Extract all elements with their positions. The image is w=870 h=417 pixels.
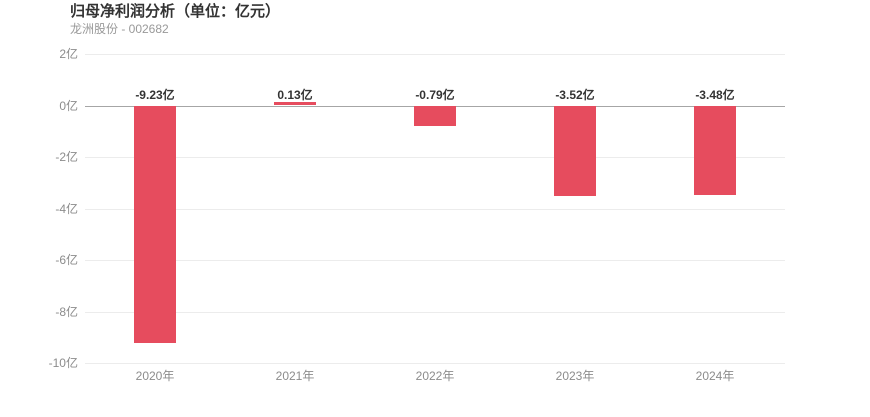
y-axis-tick-label: -4亿 [55, 201, 78, 216]
gridline [85, 208, 785, 210]
x-axis-tick-label: 2020年 [135, 369, 175, 383]
gridline [85, 54, 785, 55]
x-axis-tick-label: 2022年 [415, 369, 455, 383]
gridline [85, 311, 785, 313]
chart-subtitle: 龙洲股份 - 002682 [70, 22, 169, 36]
x-axis-tick-label: 2024年 [695, 369, 735, 383]
y-axis-tick-label: 0亿 [59, 98, 78, 113]
x-axis-tick-label: 2021年 [275, 369, 315, 383]
bar-2020[interactable] [134, 105, 176, 344]
gridline [85, 363, 785, 364]
bar-value-label: -3.48亿 [695, 87, 735, 102]
bar-value-label: 0.13亿 [277, 87, 313, 102]
gridline [85, 157, 785, 158]
bar-value-label: -0.79亿 [415, 87, 455, 102]
chart-title: 归母净利润分析（单位：亿元） [70, 3, 281, 20]
y-axis-tick-label: 2亿 [59, 47, 78, 61]
bar-2024[interactable] [694, 105, 736, 196]
bar-2023[interactable] [554, 105, 596, 197]
y-axis-tick-label: -10亿 [48, 356, 78, 370]
y-axis-tick-label: -2亿 [55, 150, 78, 164]
y-axis-tick-label: -8亿 [55, 304, 78, 319]
y-axis-tick-label: -6亿 [55, 253, 78, 267]
bar-2022[interactable] [414, 105, 456, 126]
gridline [85, 260, 785, 261]
bar-value-label: -9.23亿 [135, 87, 175, 102]
bar-value-label: -3.52亿 [555, 87, 595, 102]
x-axis-tick-label: 2023年 [555, 369, 595, 383]
bar-2021[interactable] [274, 102, 316, 106]
